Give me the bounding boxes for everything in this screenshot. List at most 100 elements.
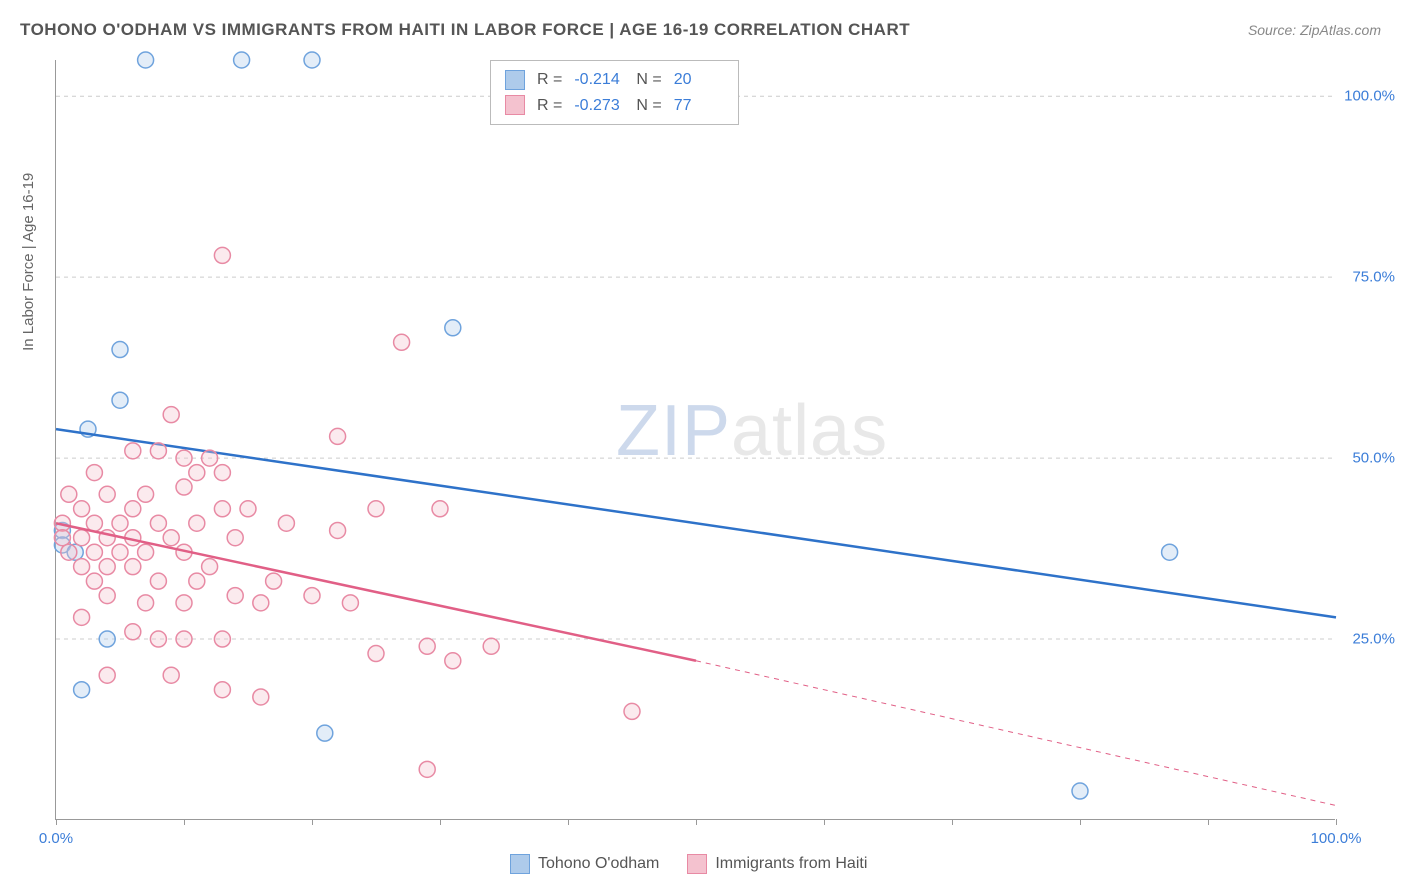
data-point [368, 501, 384, 517]
trend-line-extension [696, 661, 1336, 806]
n-value: 20 [674, 67, 724, 93]
data-point [483, 638, 499, 654]
data-point [317, 725, 333, 741]
y-axis-label: In Labor Force | Age 16-19 [20, 173, 37, 351]
data-point [189, 573, 205, 589]
data-point [266, 573, 282, 589]
legend-item: Immigrants from Haiti [687, 854, 867, 874]
data-point [163, 530, 179, 546]
legend-swatch [505, 70, 525, 90]
x-tick [568, 819, 569, 825]
data-point [74, 501, 90, 517]
data-point [624, 703, 640, 719]
series-legend: Tohono O'odham Immigrants from Haiti [510, 854, 867, 874]
legend-row: R = -0.273 N = 77 [505, 93, 724, 119]
data-point [214, 682, 230, 698]
data-point [176, 450, 192, 466]
data-point [1072, 783, 1088, 799]
x-tick [312, 819, 313, 825]
n-value: 77 [674, 93, 724, 119]
data-point [432, 501, 448, 517]
data-point [163, 667, 179, 683]
data-point [125, 624, 141, 640]
data-point [125, 443, 141, 459]
data-point [189, 465, 205, 481]
legend-swatch [510, 854, 530, 874]
plot-svg [56, 60, 1335, 819]
data-point [253, 689, 269, 705]
data-point [86, 544, 102, 560]
data-point [419, 638, 435, 654]
data-point [138, 595, 154, 611]
n-label: N = [636, 93, 661, 119]
data-point [419, 761, 435, 777]
x-tick [56, 819, 57, 825]
legend-swatch [687, 854, 707, 874]
data-point [445, 653, 461, 669]
data-point [240, 501, 256, 517]
data-point [61, 544, 77, 560]
r-label: R = [537, 67, 562, 93]
data-point [227, 530, 243, 546]
data-point [214, 247, 230, 263]
y-tick-label: 75.0% [1352, 269, 1395, 286]
data-point [214, 465, 230, 481]
data-point [99, 667, 115, 683]
y-tick-label: 50.0% [1352, 450, 1395, 467]
legend-item: Tohono O'odham [510, 854, 659, 874]
x-tick [952, 819, 953, 825]
data-point [74, 530, 90, 546]
data-point [99, 588, 115, 604]
data-point [99, 559, 115, 575]
r-value: -0.214 [574, 67, 624, 93]
data-point [445, 320, 461, 336]
data-point [330, 522, 346, 538]
data-point [330, 428, 346, 444]
data-point [138, 544, 154, 560]
data-point [176, 631, 192, 647]
correlation-legend: R = -0.214 N = 20R = -0.273 N = 77 [490, 60, 739, 125]
data-point [150, 631, 166, 647]
plot-area: ZIPatlas 25.0%50.0%75.0%100.0%0.0%100.0% [55, 60, 1335, 820]
data-point [61, 486, 77, 502]
x-tick [696, 819, 697, 825]
x-tick [1208, 819, 1209, 825]
data-point [227, 588, 243, 604]
chart-container: TOHONO O'ODHAM VS IMMIGRANTS FROM HAITI … [0, 0, 1406, 892]
source-attribution: Source: ZipAtlas.com [1248, 22, 1381, 38]
data-point [342, 595, 358, 611]
legend-label: Immigrants from Haiti [715, 855, 867, 873]
legend-label: Tohono O'odham [538, 855, 659, 873]
data-point [1162, 544, 1178, 560]
data-point [112, 544, 128, 560]
x-tick-label: 100.0% [1311, 830, 1362, 847]
data-point [138, 52, 154, 68]
data-point [189, 515, 205, 531]
data-point [112, 515, 128, 531]
legend-swatch [505, 95, 525, 115]
x-tick [1080, 819, 1081, 825]
data-point [86, 573, 102, 589]
trend-line [56, 429, 1336, 617]
data-point [150, 515, 166, 531]
data-point [54, 530, 70, 546]
x-tick-label: 0.0% [39, 830, 73, 847]
legend-row: R =-0.214N =20 [505, 67, 724, 93]
data-point [74, 682, 90, 698]
data-point [86, 515, 102, 531]
chart-title: TOHONO O'ODHAM VS IMMIGRANTS FROM HAITI … [20, 20, 910, 40]
r-label: R = [537, 93, 562, 119]
data-point [150, 573, 166, 589]
data-point [125, 559, 141, 575]
data-point [163, 407, 179, 423]
data-point [138, 486, 154, 502]
r-value: -0.273 [574, 93, 624, 119]
data-point [253, 595, 269, 611]
x-tick [440, 819, 441, 825]
data-point [234, 52, 250, 68]
data-point [74, 609, 90, 625]
y-tick-label: 100.0% [1344, 88, 1395, 105]
data-point [304, 588, 320, 604]
data-point [304, 52, 320, 68]
x-tick [184, 819, 185, 825]
